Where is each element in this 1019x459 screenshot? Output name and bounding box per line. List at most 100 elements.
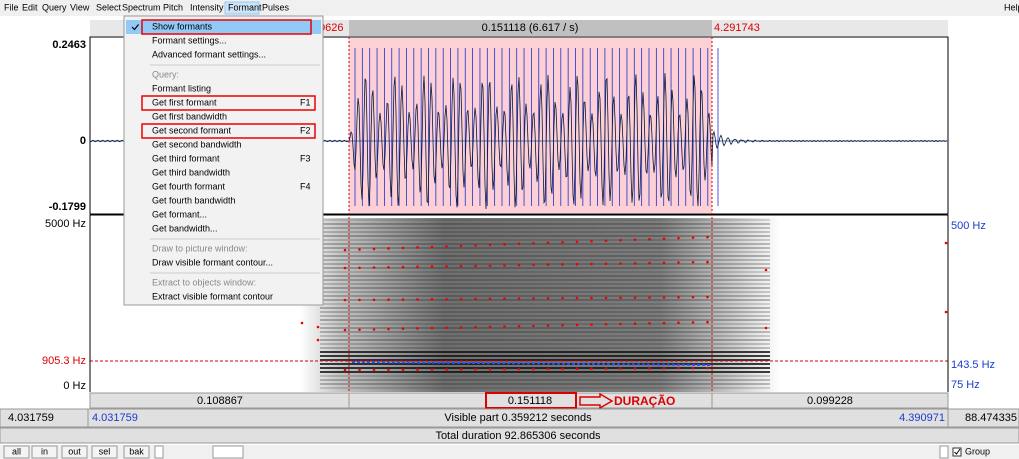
menu-shortcut: F4 [300, 181, 311, 191]
menu-item[interactable]: Select [96, 2, 122, 12]
formant-dot [387, 266, 390, 269]
formant-dot [518, 264, 521, 267]
menu-item[interactable]: Get second formant [152, 125, 232, 135]
formant-dot [590, 367, 593, 370]
menu-item[interactable]: Intensity [190, 2, 224, 12]
menu-header: Extract to objects window: [152, 277, 256, 287]
formant-dot [317, 326, 320, 329]
freq-cursor-label: 905.3 Hz [42, 355, 86, 367]
formant-dot [677, 296, 680, 299]
menu-item[interactable]: Get bandwidth... [152, 223, 218, 233]
formant-dot [344, 329, 347, 332]
formant-dot [431, 368, 434, 371]
formant-dot [619, 323, 622, 326]
selection-duration: 0.151118 (6.617 / s) [482, 22, 579, 34]
formant-dot [561, 263, 564, 266]
menu-item[interactable]: Pulses [262, 2, 290, 12]
formant-dot [387, 328, 390, 331]
menu-item[interactable]: Advanced formant settings... [152, 49, 266, 59]
menu-item[interactable]: Get fourth bandwidth [152, 195, 236, 205]
formant-dot [576, 324, 579, 327]
formant-dot [692, 367, 695, 370]
formant-dot [445, 298, 448, 301]
menu-item[interactable]: Pitch [163, 2, 183, 12]
amp-min: -0.1799 [49, 201, 86, 213]
menu-header: Draw to picture window: [152, 243, 248, 253]
formant-dot [518, 243, 521, 246]
formant-dot [605, 323, 608, 326]
formant-dot [532, 368, 535, 371]
total-duration: Total duration 92.865306 seconds [435, 430, 601, 442]
menu-item[interactable]: Get second bandwidth [152, 139, 242, 149]
group-label: Group [965, 446, 990, 456]
formant-dot [474, 368, 477, 371]
menu-item[interactable]: Show formants [152, 21, 213, 31]
formant-dot [706, 261, 709, 264]
scroll-box[interactable] [213, 446, 243, 458]
menu-item[interactable]: Query [42, 2, 67, 12]
menu-item[interactable]: View [70, 2, 90, 12]
menu-item[interactable]: Formant settings... [152, 35, 227, 45]
menu-item[interactable]: Get third bandwidth [152, 167, 230, 177]
formant-dot [416, 246, 419, 249]
formant-dot [663, 322, 666, 325]
formant-dot [605, 297, 608, 300]
menu-item[interactable]: Get first formant [152, 97, 217, 107]
formant-dot [648, 238, 651, 241]
menu-item[interactable]: Extract visible formant contour [152, 291, 273, 301]
menu-item[interactable]: Formant [228, 2, 262, 12]
formant-dot [445, 245, 448, 248]
formant-dot [590, 263, 593, 266]
menu-item[interactable]: Spectrum [122, 2, 161, 12]
menu-item[interactable]: Get third formant [152, 153, 220, 163]
selection-end: 4.291743 [714, 22, 760, 34]
formant-dot [460, 298, 463, 301]
formant-dot [692, 236, 695, 239]
menu-item[interactable]: File [4, 2, 19, 12]
formant-dot [692, 321, 695, 324]
formant-dot [619, 296, 622, 299]
button-label: all [12, 446, 21, 456]
formant-dot [547, 297, 550, 300]
formant-dot [619, 239, 622, 242]
menu-header: Query: [152, 69, 179, 79]
formant-dot [387, 247, 390, 250]
formant-dot [634, 296, 637, 299]
formant-dot [387, 298, 390, 301]
scroll-right[interactable] [940, 446, 948, 458]
menu-item[interactable]: Draw visible formant contour... [152, 257, 273, 267]
menu-item[interactable]: Formant listing [152, 83, 211, 93]
formant-dot [358, 369, 361, 372]
formant-dot [474, 326, 477, 329]
formant-dot [431, 298, 434, 301]
formant-dot [619, 262, 622, 265]
formant-dot [547, 242, 550, 245]
formant-dot [489, 368, 492, 371]
freq-label: 0 Hz [63, 380, 86, 392]
formant-dot [532, 264, 535, 267]
formant-dot [416, 368, 419, 371]
annotation: DURAÇÃO [614, 393, 675, 408]
formant-dot [373, 328, 376, 331]
formant-dot [590, 323, 593, 326]
menu-shortcut: F1 [300, 97, 311, 107]
duration-center: 0.151118 [508, 395, 552, 407]
menu-help[interactable]: Help [1004, 2, 1019, 12]
menu-item[interactable]: Get first bandwidth [152, 111, 227, 121]
formant-dot [358, 328, 361, 331]
duration-left: 0.108867 [197, 395, 243, 407]
formant-dot [576, 367, 579, 370]
formant-dot [765, 269, 768, 272]
formant-dot [402, 247, 405, 250]
formant-dot [706, 367, 709, 370]
menu-item[interactable]: Get formant... [152, 209, 207, 219]
formant-dot [677, 261, 680, 264]
formant-dot [561, 324, 564, 327]
formant-dot [460, 326, 463, 329]
menu-item[interactable]: Get fourth formant [152, 181, 226, 191]
formant-dot [344, 299, 347, 302]
scroll-left[interactable] [155, 446, 163, 458]
formant-dot [532, 242, 535, 245]
formant-dot [373, 266, 376, 269]
menu-item[interactable]: Edit [22, 2, 38, 12]
